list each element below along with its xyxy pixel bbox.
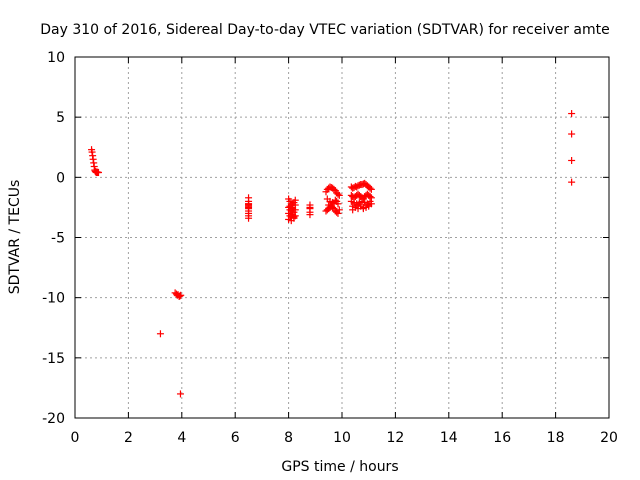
y-tick-label: -10: [42, 291, 65, 307]
data-point: [366, 184, 374, 192]
y-tick-label: 0: [56, 170, 65, 186]
data-point: [365, 202, 373, 210]
data-point: [367, 194, 375, 202]
data-point: [245, 200, 253, 208]
data-point: [175, 292, 183, 300]
chart-title: Day 310 of 2016, Sidereal Day-to-day VTE…: [40, 22, 610, 38]
y-tick-label: 5: [56, 110, 65, 126]
data-point: [568, 110, 576, 118]
data-point: [568, 156, 576, 164]
data-point: [245, 214, 253, 222]
data-point: [287, 217, 295, 225]
axis-ticks: 0 2 4 6 8 10 12 14 16 18 20 -20 -15 -10 -5 0 5 10: [42, 50, 618, 446]
data-point: [349, 206, 357, 214]
data-point: [306, 211, 314, 219]
chart-grid: [75, 57, 609, 418]
data-point: [334, 190, 342, 198]
x-tick-label: 20: [600, 430, 618, 446]
y-tick-label: 10: [47, 50, 65, 66]
x-tick-label: 10: [333, 430, 351, 446]
data-point: [291, 201, 299, 209]
x-tick-label: 2: [124, 430, 133, 446]
x-tick-label: 12: [386, 430, 404, 446]
x-tick-label: 4: [177, 430, 186, 446]
x-tick-label: 8: [284, 430, 293, 446]
data-point: [359, 203, 367, 211]
y-tick-label: -20: [42, 411, 65, 427]
x-tick-label: 16: [493, 430, 511, 446]
data-point: [177, 291, 185, 299]
data-point: [306, 203, 314, 211]
data-point: [354, 205, 362, 213]
x-tick-label: 18: [547, 430, 565, 446]
data-point: [568, 130, 576, 138]
data-point: [94, 169, 102, 177]
data-point: [335, 191, 343, 199]
data-point: [333, 197, 341, 205]
x-tick-label: 14: [440, 430, 458, 446]
y-tick-label: -5: [51, 231, 65, 247]
y-axis-label: SDTVAR / TECUs: [7, 180, 23, 295]
x-axis-label: GPS time / hours: [281, 459, 398, 475]
data-point: [290, 213, 298, 221]
data-point: [568, 178, 576, 186]
data-point: [176, 390, 184, 398]
data-point: [334, 209, 342, 217]
data-point: [367, 185, 375, 193]
data-point: [176, 292, 184, 300]
data-points: [88, 110, 576, 398]
data-point: [291, 212, 299, 220]
data-point: [330, 185, 338, 193]
y-tick-label: -15: [42, 351, 65, 367]
data-point: [335, 206, 343, 214]
x-tick-label: 6: [231, 430, 240, 446]
data-point: [156, 330, 164, 338]
data-point: [331, 196, 339, 204]
x-tick-label: 0: [71, 430, 80, 446]
